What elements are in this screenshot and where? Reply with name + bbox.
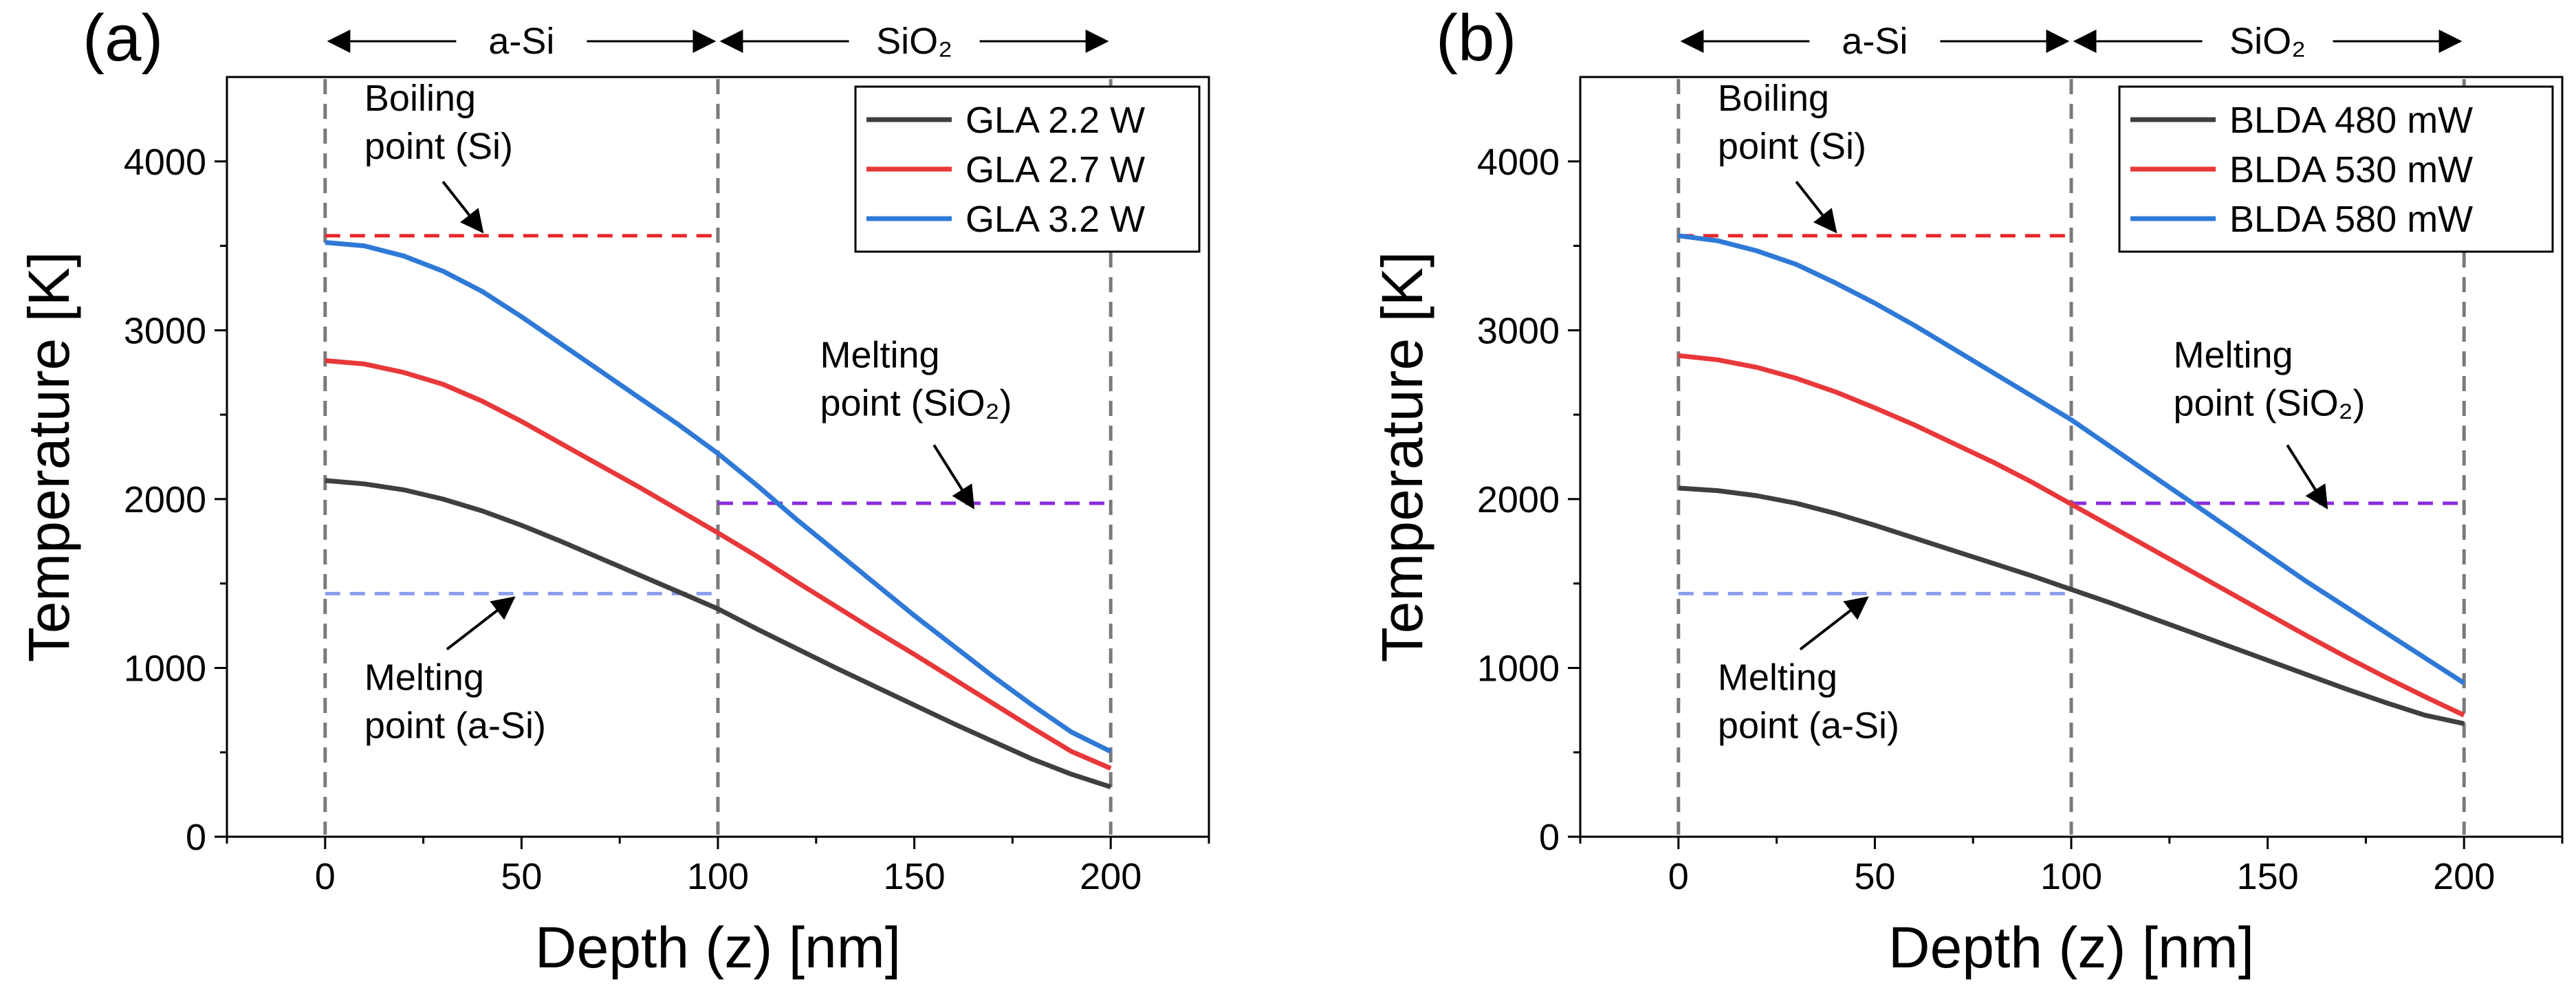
y-tick-label: 2000 — [124, 479, 206, 520]
x-tick-label: 100 — [687, 856, 749, 897]
legend-label-0: GLA 2.2 W — [965, 100, 1145, 141]
annotation-melting-sio2-line-1: point (SiO₂) — [2174, 382, 2366, 424]
annotation-arrow-melting-sio2 — [932, 444, 975, 509]
x-tick-label: 0 — [315, 856, 336, 897]
annotation-boiling-line-1: point (Si) — [364, 126, 513, 167]
x-tick-label: 50 — [501, 856, 542, 897]
x-tick-label: 50 — [1854, 856, 1895, 897]
region-label-1: SiO₂ — [2229, 21, 2306, 62]
series-line-2 — [1678, 233, 2466, 685]
series-line-2 — [325, 240, 1112, 754]
y-tick-label: 3000 — [1477, 310, 1560, 351]
y-tick-label: 2000 — [1477, 479, 1560, 520]
annotation-melting-asi-line-0: Melting — [364, 657, 484, 698]
y-tick-label: 4000 — [124, 142, 206, 183]
x-axis-title: Depth (z) [nm] — [1888, 915, 2254, 980]
annotation-arrow-melting-asi — [446, 596, 516, 651]
x-tick-label: 150 — [884, 856, 946, 897]
annotation-boiling-line-1: point (Si) — [1718, 126, 1866, 167]
y-tick-label: 1000 — [1477, 648, 1560, 689]
region-label-0: a-Si — [488, 21, 554, 62]
annotation-arrow-melting-asi — [1799, 596, 1869, 651]
y-axis-title: Temperature [K] — [17, 252, 81, 663]
annotation-melting-sio2-line-1: point (SiO₂) — [820, 382, 1012, 424]
annotation-boiling-line-0: Boiling — [1718, 78, 1829, 119]
series-line-1 — [325, 358, 1112, 771]
x-tick-label: 200 — [1080, 856, 1142, 897]
region-label-0: a-Si — [1842, 21, 1908, 62]
legend-label-1: BLDA 530 mW — [2229, 149, 2473, 190]
y-tick-label: 1000 — [124, 648, 206, 689]
y-axis-title: Temperature [K] — [1370, 252, 1434, 663]
annotation-melting-asi-line-1: point (a-Si) — [1718, 705, 1899, 746]
panel-label: (a) — [83, 1, 163, 75]
x-axis-title: Depth (z) [nm] — [535, 915, 901, 980]
annotation-arrow-boiling — [1795, 181, 1837, 234]
x-tick-label: 200 — [2433, 856, 2495, 897]
annotation-arrow-melting-sio2 — [2286, 444, 2328, 509]
legend-label-2: GLA 3.2 W — [965, 199, 1145, 240]
series-line-1 — [1678, 353, 2465, 718]
annotation-boiling-line-0: Boiling — [364, 78, 476, 119]
annotation-melting-sio2-line-0: Melting — [820, 334, 940, 375]
series-line-0 — [325, 478, 1112, 789]
y-tick-label: 0 — [186, 817, 206, 858]
x-tick-label: 100 — [2040, 856, 2102, 897]
region-label-1: SiO₂ — [876, 21, 952, 62]
x-tick-label: 150 — [2237, 856, 2299, 897]
series-line-0 — [1678, 485, 2465, 726]
panel-label: (b) — [1436, 1, 1516, 75]
legend-label-0: BLDA 480 mW — [2229, 100, 2473, 141]
legend-label-1: GLA 2.7 W — [965, 149, 1145, 190]
legend-label-2: BLDA 580 mW — [2229, 199, 2473, 240]
y-tick-label: 0 — [1539, 817, 1560, 858]
x-tick-label: 0 — [1668, 856, 1689, 897]
y-tick-label: 4000 — [1477, 142, 1560, 183]
annotation-melting-asi-line-0: Melting — [1718, 657, 1837, 698]
annotation-melting-sio2-line-0: Melting — [2174, 334, 2293, 375]
annotation-melting-asi-line-1: point (a-Si) — [364, 705, 546, 746]
annotation-arrow-boiling — [441, 181, 484, 234]
y-tick-label: 3000 — [124, 310, 206, 351]
